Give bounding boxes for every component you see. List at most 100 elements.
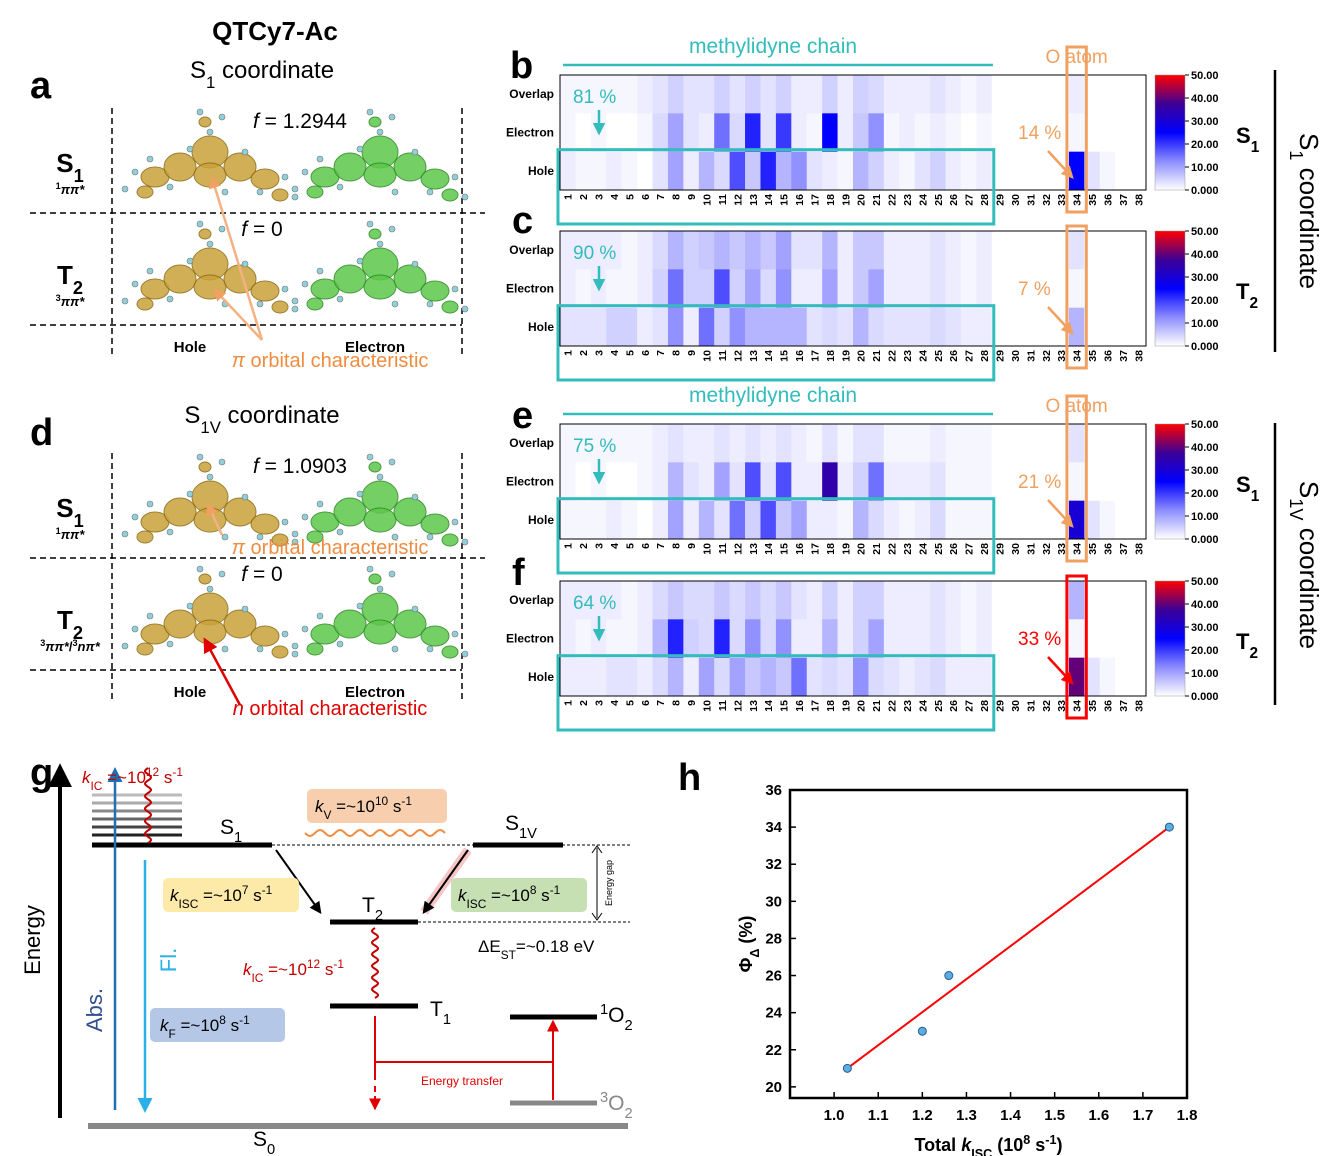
text-part: orbital characteristic	[245, 350, 428, 372]
column-label: 36	[1102, 700, 1114, 712]
orbital-lobe	[368, 461, 382, 473]
heat-cell	[652, 424, 669, 463]
heat-cell	[1115, 500, 1131, 540]
column-label: 7	[655, 350, 667, 356]
heat-cell	[868, 151, 885, 191]
heat-cell	[606, 500, 622, 540]
molecule	[121, 565, 299, 659]
row-label: Hole	[528, 513, 554, 527]
text-part: -1	[262, 883, 273, 897]
column-label: 27	[964, 700, 976, 712]
heat-cell	[945, 462, 962, 501]
atom	[218, 458, 226, 466]
o-atom-arrow	[1047, 150, 1074, 179]
column-label: 14	[763, 543, 775, 555]
column-label: 25	[933, 700, 945, 712]
heat-cell	[853, 500, 869, 540]
heat-cell	[1084, 269, 1101, 308]
heat-cell	[1099, 307, 1116, 347]
molecule	[121, 220, 299, 314]
atom	[461, 538, 469, 546]
atom	[291, 185, 299, 193]
heat-cell	[729, 151, 746, 191]
text-part: T	[1236, 279, 1250, 304]
chain-header: methylidyne chain	[689, 384, 857, 407]
text-part: s	[388, 797, 401, 816]
heat-cell	[652, 269, 669, 308]
text-part: f	[253, 455, 261, 478]
heat-cell	[683, 113, 700, 152]
heat-cell	[930, 151, 946, 191]
heat-cell	[698, 657, 715, 697]
atom	[451, 518, 459, 526]
heat-cell	[883, 75, 900, 114]
heat-cell	[637, 657, 653, 697]
column-label: 27	[964, 194, 976, 206]
column-label: 12	[732, 543, 744, 555]
heat-cell	[729, 307, 746, 347]
row-label: Electron	[506, 632, 554, 646]
heat-cell	[621, 75, 638, 114]
atom	[256, 300, 264, 308]
atom	[461, 305, 469, 313]
heat-cell	[590, 231, 607, 270]
heat-cell	[698, 581, 715, 620]
text-part: s	[159, 768, 172, 787]
heat-cell	[899, 657, 915, 697]
heat-cell	[1115, 462, 1131, 501]
heat-cell	[637, 462, 653, 501]
y-axis-label: ΦΔ (%)	[736, 916, 762, 973]
text-part: 12	[146, 765, 160, 779]
colorbar-tick-label: 50.00	[1191, 576, 1219, 588]
x-tick-label: 1.6	[1088, 1107, 1109, 1124]
heat-cell	[822, 619, 838, 658]
text-part: k	[243, 960, 253, 979]
heat-cell	[714, 75, 730, 114]
heat-cell	[1130, 657, 1147, 697]
column-label: 17	[809, 350, 821, 362]
text-part: π	[232, 350, 246, 372]
heat-cell	[652, 307, 669, 347]
text-part: O	[608, 1004, 624, 1027]
y-tick-label: 22	[765, 1042, 782, 1059]
atom	[221, 533, 229, 541]
colorbar	[1154, 423, 1186, 540]
energy-transfer-label: Energy transfer	[421, 1074, 503, 1088]
hole-label: Hole	[174, 684, 207, 701]
column-label: 35	[1087, 543, 1099, 555]
text-part: 1	[443, 1012, 451, 1028]
heat-cell	[714, 231, 730, 270]
heat-cell	[791, 657, 808, 697]
column-label: 38	[1133, 194, 1145, 206]
column-label: 11	[717, 543, 729, 554]
gap-arrow	[591, 845, 603, 921]
heat-cell	[652, 113, 669, 152]
heat-cell	[714, 424, 730, 463]
atom	[391, 300, 399, 308]
atom	[366, 108, 374, 116]
atom	[241, 605, 249, 613]
column-label: 7	[655, 194, 667, 200]
orbital-lobe	[441, 645, 459, 659]
heat-cell	[745, 231, 761, 270]
orbital-note: π orbital characteristic	[232, 350, 429, 372]
heat-cell	[914, 462, 931, 501]
heat-cell	[606, 113, 622, 152]
heat-cell	[914, 424, 931, 463]
heat-cell	[714, 151, 730, 191]
heat-cell	[575, 619, 592, 658]
column-label: 24	[917, 543, 929, 555]
heat-cell	[1084, 657, 1101, 697]
heat-cell	[760, 307, 777, 347]
y-tick-label: 30	[765, 893, 782, 910]
column-label: 10	[702, 700, 714, 712]
heat-cell	[945, 619, 962, 658]
text-part: ππ*	[45, 639, 70, 654]
text-part: T	[430, 998, 443, 1021]
text-part: 1	[56, 526, 61, 536]
panel-subtitle: S1V coordinate	[184, 402, 339, 437]
abs-label: Abs.	[82, 988, 107, 1032]
heat-cell	[883, 307, 900, 347]
orbital-lobe	[441, 533, 459, 547]
heat-cell	[837, 424, 854, 463]
